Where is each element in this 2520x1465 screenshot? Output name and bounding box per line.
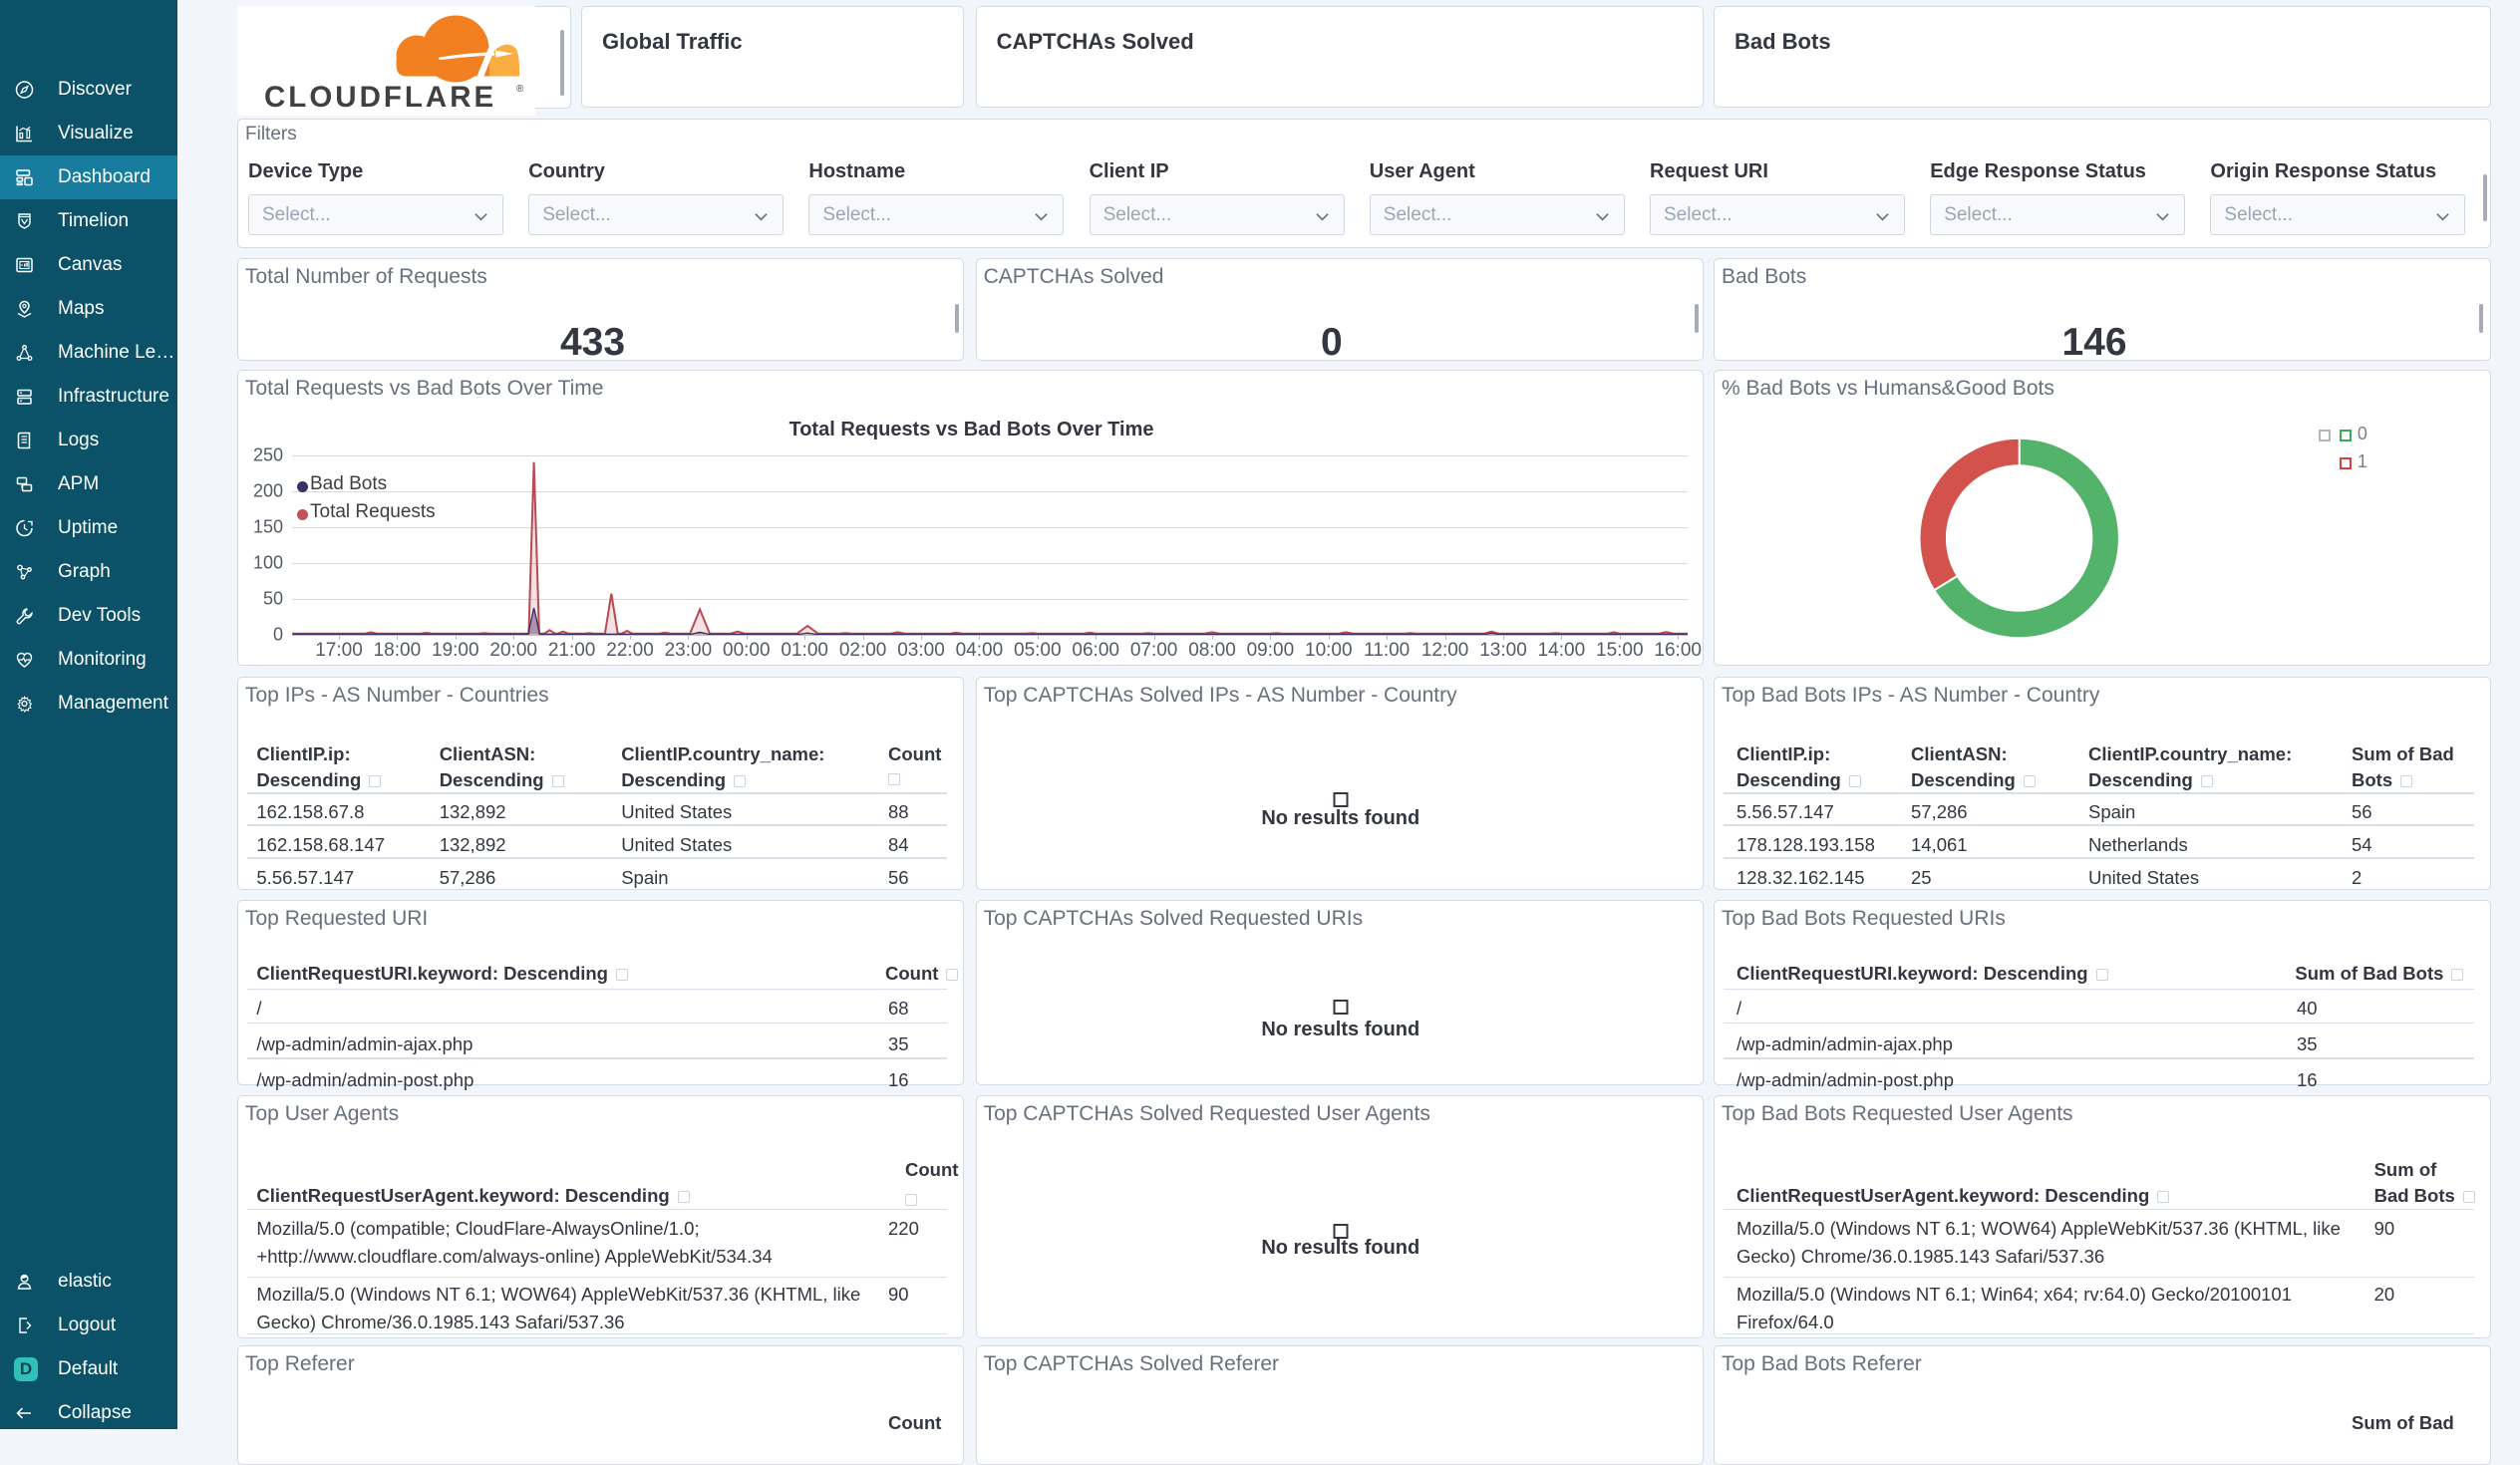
svg-text:CLOUDFLARE: CLOUDFLARE [264,81,496,114]
svg-text:®: ® [516,84,524,95]
